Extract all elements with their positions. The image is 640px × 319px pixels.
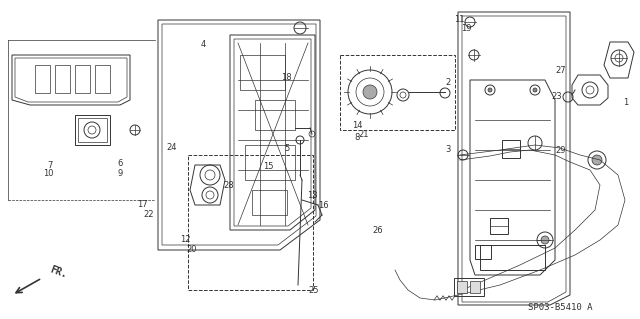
Bar xyxy=(502,140,520,158)
Text: 18: 18 xyxy=(282,73,292,82)
Text: 29: 29 xyxy=(556,146,566,155)
Text: 1: 1 xyxy=(623,98,628,107)
Text: 3: 3 xyxy=(445,145,451,154)
Bar xyxy=(245,145,295,180)
Bar xyxy=(188,155,313,290)
Bar xyxy=(470,281,480,293)
Text: 5: 5 xyxy=(284,144,289,153)
Bar xyxy=(95,65,110,93)
Bar xyxy=(255,100,295,130)
Text: 24: 24 xyxy=(166,143,177,152)
Text: SP03-B5410 A: SP03-B5410 A xyxy=(528,303,592,313)
Bar xyxy=(475,245,491,259)
Text: FR.: FR. xyxy=(48,264,68,280)
Bar xyxy=(480,245,545,270)
Circle shape xyxy=(488,88,492,92)
Text: 20: 20 xyxy=(187,245,197,254)
Text: 13: 13 xyxy=(307,191,317,200)
Text: 28: 28 xyxy=(224,181,234,190)
Circle shape xyxy=(363,85,377,99)
Text: 10: 10 xyxy=(44,169,54,178)
Text: 8: 8 xyxy=(355,133,360,142)
Text: 7: 7 xyxy=(47,161,52,170)
Text: 9: 9 xyxy=(118,169,123,178)
Bar xyxy=(55,65,70,93)
Text: 2: 2 xyxy=(445,78,451,87)
Text: 19: 19 xyxy=(461,24,471,33)
Bar xyxy=(75,65,90,93)
Bar xyxy=(340,55,455,130)
Bar xyxy=(457,281,467,293)
Text: 4: 4 xyxy=(201,40,206,49)
Bar xyxy=(454,278,484,296)
Text: 26: 26 xyxy=(372,226,383,235)
Text: 21: 21 xyxy=(358,130,369,139)
Text: 25: 25 xyxy=(308,286,319,295)
Text: 22: 22 xyxy=(143,210,154,219)
Circle shape xyxy=(533,88,537,92)
Bar xyxy=(490,218,508,234)
Circle shape xyxy=(541,236,549,244)
Bar xyxy=(35,65,50,93)
Circle shape xyxy=(592,155,602,165)
Text: 17: 17 xyxy=(137,200,147,209)
Bar xyxy=(252,190,287,215)
Text: 6: 6 xyxy=(118,159,123,168)
Text: 12: 12 xyxy=(180,235,191,244)
Text: 14: 14 xyxy=(352,121,362,130)
Text: 23: 23 xyxy=(552,92,562,101)
Text: 15: 15 xyxy=(264,162,274,171)
Text: 11: 11 xyxy=(454,15,465,24)
Bar xyxy=(240,55,285,90)
Text: 16: 16 xyxy=(319,201,329,210)
Text: 27: 27 xyxy=(556,66,566,75)
